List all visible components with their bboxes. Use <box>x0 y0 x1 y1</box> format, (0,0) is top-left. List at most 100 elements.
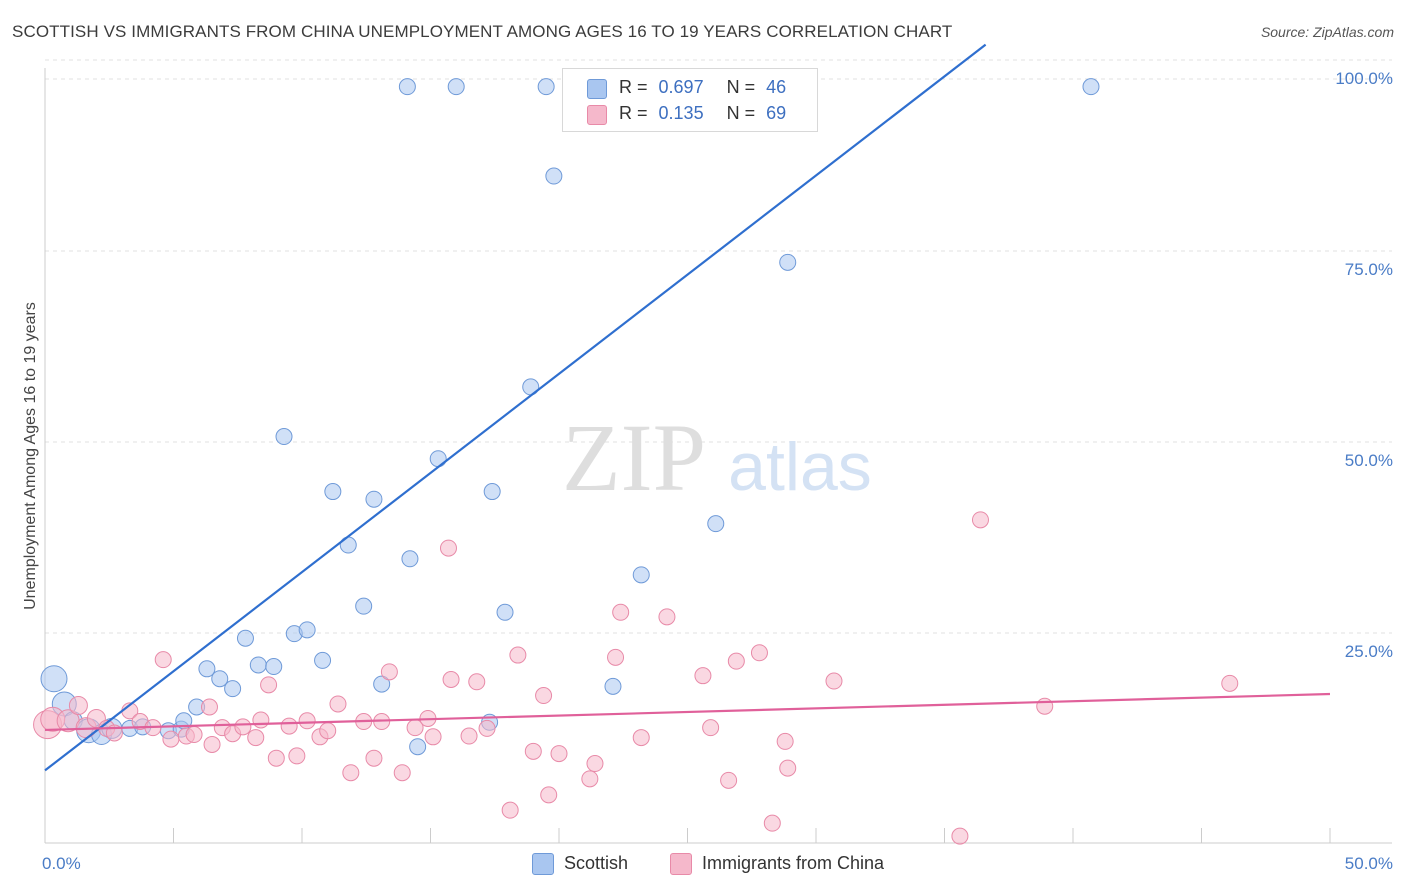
china-point <box>727 652 745 670</box>
china-point <box>1036 697 1054 715</box>
china-point <box>267 749 285 767</box>
china-point <box>694 667 712 685</box>
scottish-trend-line <box>44 43 987 772</box>
scottish-point <box>249 656 267 674</box>
scottish-point <box>275 428 293 446</box>
scottish-point <box>409 738 427 756</box>
china-point <box>380 663 398 681</box>
scottish-point <box>1082 78 1100 96</box>
china-point <box>252 711 270 729</box>
china-point <box>260 676 278 694</box>
scottish-point <box>779 253 797 271</box>
x-tick-label: 0.0% <box>42 854 81 873</box>
china-point <box>342 764 360 782</box>
china-point <box>460 727 478 745</box>
scottish-point <box>483 483 501 501</box>
china-point <box>280 717 298 735</box>
y-tick-label: 50.0% <box>1345 451 1393 470</box>
scottish-point <box>537 78 555 96</box>
y-tick-label: 75.0% <box>1345 260 1393 279</box>
data-points <box>33 78 1239 845</box>
china-point <box>478 719 496 737</box>
scottish-point <box>265 658 283 676</box>
china-point <box>607 648 625 666</box>
china-point <box>185 726 203 744</box>
china-point <box>632 729 650 747</box>
stats-legend: R = 0.697 N = 46 R = 0.135 N = 69 <box>562 68 818 132</box>
scottish-point <box>355 597 373 615</box>
scottish-point <box>236 629 254 647</box>
china-point <box>825 672 843 690</box>
scottish-point <box>40 665 68 693</box>
x-tick-label: 50.0% <box>1345 854 1393 873</box>
source-label: Source: ZipAtlas.com <box>1260 24 1394 40</box>
china-point <box>763 814 781 832</box>
china-point <box>535 687 553 705</box>
legend-label: Scottish <box>564 853 629 873</box>
china-point <box>439 539 457 557</box>
r-value: 0.697 <box>658 77 704 97</box>
china-point <box>720 771 738 789</box>
china-point <box>612 603 630 621</box>
scottish-point <box>198 660 216 678</box>
grid-lines <box>45 59 1392 634</box>
china-point <box>365 749 383 767</box>
y-tick-label: 100.0% <box>1335 69 1393 88</box>
china-point <box>509 646 527 664</box>
scottish-point <box>447 78 465 96</box>
scottish-point <box>604 677 622 695</box>
scottish-point <box>298 621 316 639</box>
scottish-legend-swatch <box>532 853 554 875</box>
china-point <box>779 759 797 777</box>
china-point <box>550 745 568 763</box>
china-swatch <box>587 105 607 125</box>
scottish-point <box>324 483 342 501</box>
legend-label: Immigrants from China <box>702 853 885 873</box>
scottish-point <box>496 603 514 621</box>
china-point <box>750 644 768 662</box>
n-value: 69 <box>766 103 787 123</box>
scottish-point <box>401 550 419 568</box>
scottish-point <box>707 515 725 533</box>
china-point <box>298 712 316 730</box>
scottish-point <box>365 490 383 508</box>
china-point <box>68 695 88 715</box>
china-point <box>658 608 676 626</box>
china-point <box>540 786 558 804</box>
china-point <box>162 730 180 748</box>
scottish-point <box>224 680 242 698</box>
china-point <box>581 770 599 788</box>
scottish-point <box>545 167 563 185</box>
scottish-point <box>429 450 447 468</box>
r-label: R = <box>619 77 648 97</box>
scottish-point <box>398 78 416 96</box>
china-point <box>951 827 969 845</box>
trend-lines <box>44 43 1331 772</box>
china-point <box>702 719 720 737</box>
scottish-point <box>314 651 332 669</box>
china-point <box>288 747 306 765</box>
china-point <box>524 742 542 760</box>
china-point <box>200 698 218 716</box>
watermark-atlas: atlas <box>728 429 872 505</box>
china-point <box>319 722 337 740</box>
china-point <box>586 755 604 773</box>
n-label: N = <box>726 77 756 97</box>
n-label: N = <box>726 103 756 123</box>
china-point <box>971 511 989 529</box>
watermark-zip: ZIP <box>562 404 706 511</box>
china-legend-swatch <box>670 853 692 875</box>
scottish-point <box>632 566 650 584</box>
china-trend-line <box>44 692 1331 732</box>
n-value: 46 <box>766 77 787 97</box>
tick-labels: 100.0% 75.0% 50.0% 25.0% 0.0% 50.0% <box>42 69 1393 873</box>
china-point <box>154 651 172 669</box>
series-legend: Scottish Immigrants from China <box>0 852 1406 878</box>
china-point <box>501 801 519 819</box>
chart-title: SCOTTISH VS IMMIGRANTS FROM CHINA UNEMPL… <box>12 22 953 41</box>
china-point <box>1221 674 1239 692</box>
y-tick-label: 25.0% <box>1345 642 1393 661</box>
r-value: 0.135 <box>658 103 704 123</box>
r-label: R = <box>619 103 648 123</box>
